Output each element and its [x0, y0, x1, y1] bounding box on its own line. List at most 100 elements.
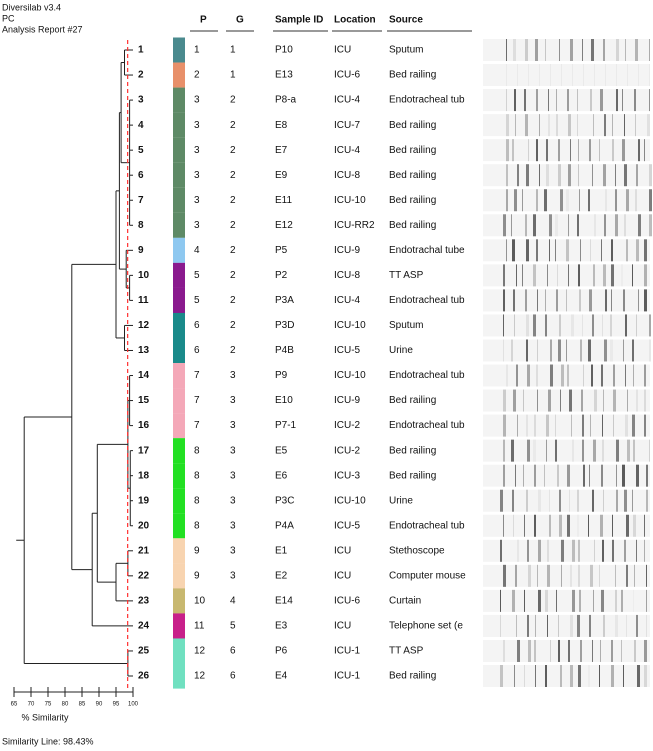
gel-band [613, 415, 614, 437]
gel-band [546, 164, 549, 186]
cell: 6 [194, 320, 200, 331]
gel-band [603, 390, 604, 412]
gel-band [605, 64, 606, 86]
gel-band [560, 665, 562, 687]
p-color-bar [173, 138, 185, 163]
gel-band [588, 665, 590, 687]
gel-band [528, 640, 531, 662]
gel-band [580, 339, 582, 361]
cell: ICU-3 [334, 470, 361, 481]
gel-band [568, 264, 569, 286]
gel-band [549, 214, 552, 236]
gel-band [539, 64, 540, 86]
gel-band [636, 239, 639, 261]
cell: 3 [230, 395, 236, 406]
gel-band [561, 64, 562, 86]
gel-band [547, 264, 548, 286]
gel-band [646, 465, 648, 487]
gel-band [570, 665, 573, 687]
gel-band [583, 365, 584, 387]
gel-band [506, 139, 509, 161]
gel-band [558, 139, 560, 161]
gel-band [535, 39, 538, 61]
leaf-label: 15 [138, 395, 150, 406]
gel-band [646, 615, 647, 637]
cell: Endotracheal tub [389, 95, 465, 106]
cell: 8 [194, 445, 200, 456]
gel-band [524, 665, 525, 687]
cell: TT ASP [389, 270, 424, 281]
gel-band [577, 214, 579, 236]
cell: ICU-6 [334, 70, 361, 81]
gel-band [570, 615, 573, 637]
cell: 3 [194, 120, 200, 131]
gel-band [536, 89, 538, 111]
gel-band [593, 264, 595, 286]
cell: Curtain [389, 596, 421, 607]
gel-band [615, 189, 617, 211]
gel-band [626, 515, 629, 537]
cell: Bed railing [389, 120, 436, 131]
gel-band [538, 490, 541, 512]
gel-band [625, 314, 627, 336]
cell: ICU-7 [334, 120, 361, 131]
gel-band [534, 640, 536, 662]
gel-band [547, 565, 550, 587]
gel-band [616, 39, 619, 61]
gel-band [512, 490, 514, 512]
cell: P7-1 [275, 420, 297, 431]
gel-band [556, 590, 557, 612]
gel-band [579, 189, 580, 211]
tick-label: 75 [45, 702, 52, 708]
gel-band [588, 515, 589, 537]
gel-band [616, 89, 618, 111]
gel-band [556, 89, 557, 111]
gel-band [644, 640, 647, 662]
gel-band [627, 64, 628, 86]
gel-lane [483, 390, 650, 412]
gel-band [548, 114, 550, 136]
gel-band [616, 465, 617, 487]
gel-band [590, 415, 591, 437]
cell: 3 [230, 470, 236, 481]
gel-lane [483, 365, 650, 387]
gel-band [512, 139, 514, 161]
cell: 1 [230, 70, 236, 81]
gel-band [626, 239, 628, 261]
gel-lane [483, 314, 650, 336]
gel-band [536, 239, 538, 261]
gel-band [568, 164, 571, 186]
cell: P2 [275, 270, 288, 281]
gel-band [638, 64, 639, 86]
gel-band [578, 139, 579, 161]
gel-band [544, 189, 547, 211]
gel-band [589, 615, 591, 637]
gel-band [577, 515, 579, 537]
gel-band [527, 365, 530, 387]
cell: ICU-6 [334, 596, 361, 607]
gel-band [588, 339, 591, 361]
gel-band [626, 565, 628, 587]
gel-band [566, 239, 569, 261]
gel-band [511, 440, 514, 462]
gel-band [525, 39, 528, 61]
p-color-bar [173, 63, 185, 88]
leaf-label: 18 [138, 470, 150, 481]
leaf-label: 1 [138, 45, 144, 56]
p-color-bar [173, 338, 185, 363]
gel-band [633, 590, 634, 612]
gel-band [558, 164, 561, 186]
gel-band [635, 39, 638, 61]
gel-band [600, 89, 603, 111]
cell: ICU-8 [334, 270, 361, 281]
gel-band [644, 365, 646, 387]
cell: ICU-10 [334, 320, 366, 331]
gel-band [567, 515, 570, 537]
gel-band [514, 89, 516, 111]
p-color-bar [173, 413, 185, 438]
gel-band [638, 289, 639, 311]
leaf-label: 2 [138, 70, 144, 81]
gel-band [545, 314, 547, 336]
p-color-bar [173, 538, 185, 563]
cell: 7 [194, 370, 200, 381]
